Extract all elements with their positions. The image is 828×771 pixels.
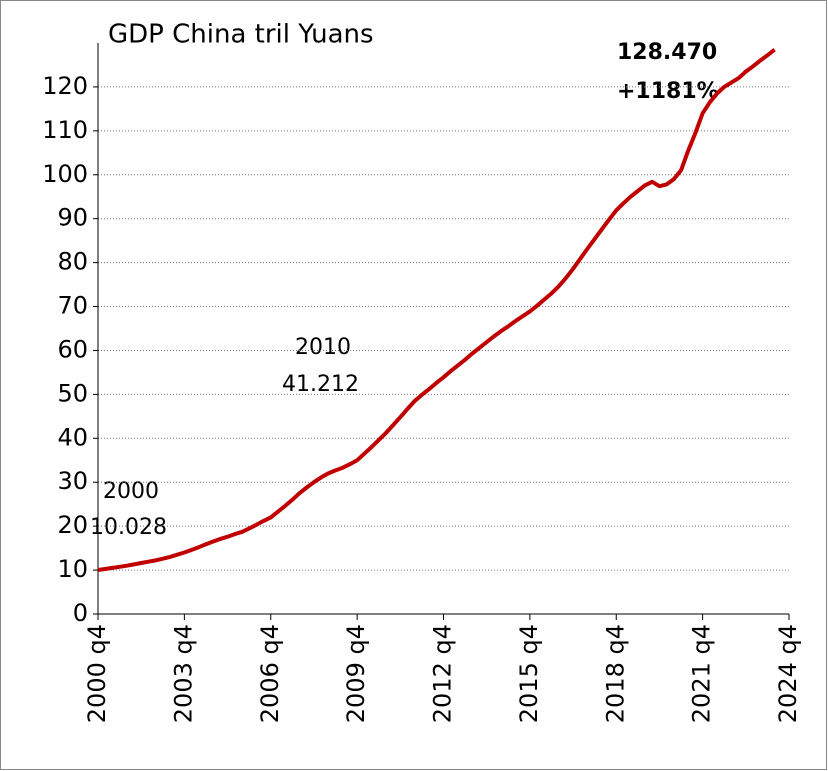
x-tick-label: 2021 q4 (688, 624, 716, 723)
x-tick-label: 2018 q4 (601, 624, 629, 723)
y-tick-label: 40 (57, 423, 88, 451)
annotation: 41.212 (282, 372, 359, 397)
x-tick-label: 2024 q4 (774, 624, 802, 723)
x-tick-label: 2000 q4 (83, 624, 111, 723)
x-tick-label: 2009 q4 (342, 624, 370, 723)
line-series (97, 48, 776, 572)
x-tick-label: 2003 q4 (169, 624, 197, 723)
y-tick-label: 10 (57, 555, 88, 583)
y-tick-label: 90 (57, 204, 88, 232)
annotation: 2010 (295, 335, 351, 360)
annotation: 2000 (103, 479, 159, 504)
y-tick-label: 100 (42, 160, 88, 188)
y-tick-label: 20 (57, 511, 88, 539)
annotation: +1181% (617, 79, 719, 104)
annotation: 10.028 (90, 515, 167, 540)
y-tick-label: 80 (57, 248, 88, 276)
x-tick-label: 2006 q4 (256, 624, 284, 723)
x-tick-label: 2015 q4 (515, 624, 543, 723)
y-tick-label: 120 (42, 72, 88, 100)
y-tick-label: 110 (42, 116, 88, 144)
annotation: 128.470 (617, 40, 717, 65)
y-tick-label: 0 (73, 599, 88, 627)
y-tick-label: 70 (57, 292, 88, 320)
x-tick-label: 2012 q4 (429, 624, 457, 723)
y-tick-label: 60 (57, 335, 88, 363)
y-tick-label: 50 (57, 379, 88, 407)
chart-title: GDP China tril Yuans (108, 20, 374, 50)
y-tick-label: 30 (57, 467, 88, 495)
